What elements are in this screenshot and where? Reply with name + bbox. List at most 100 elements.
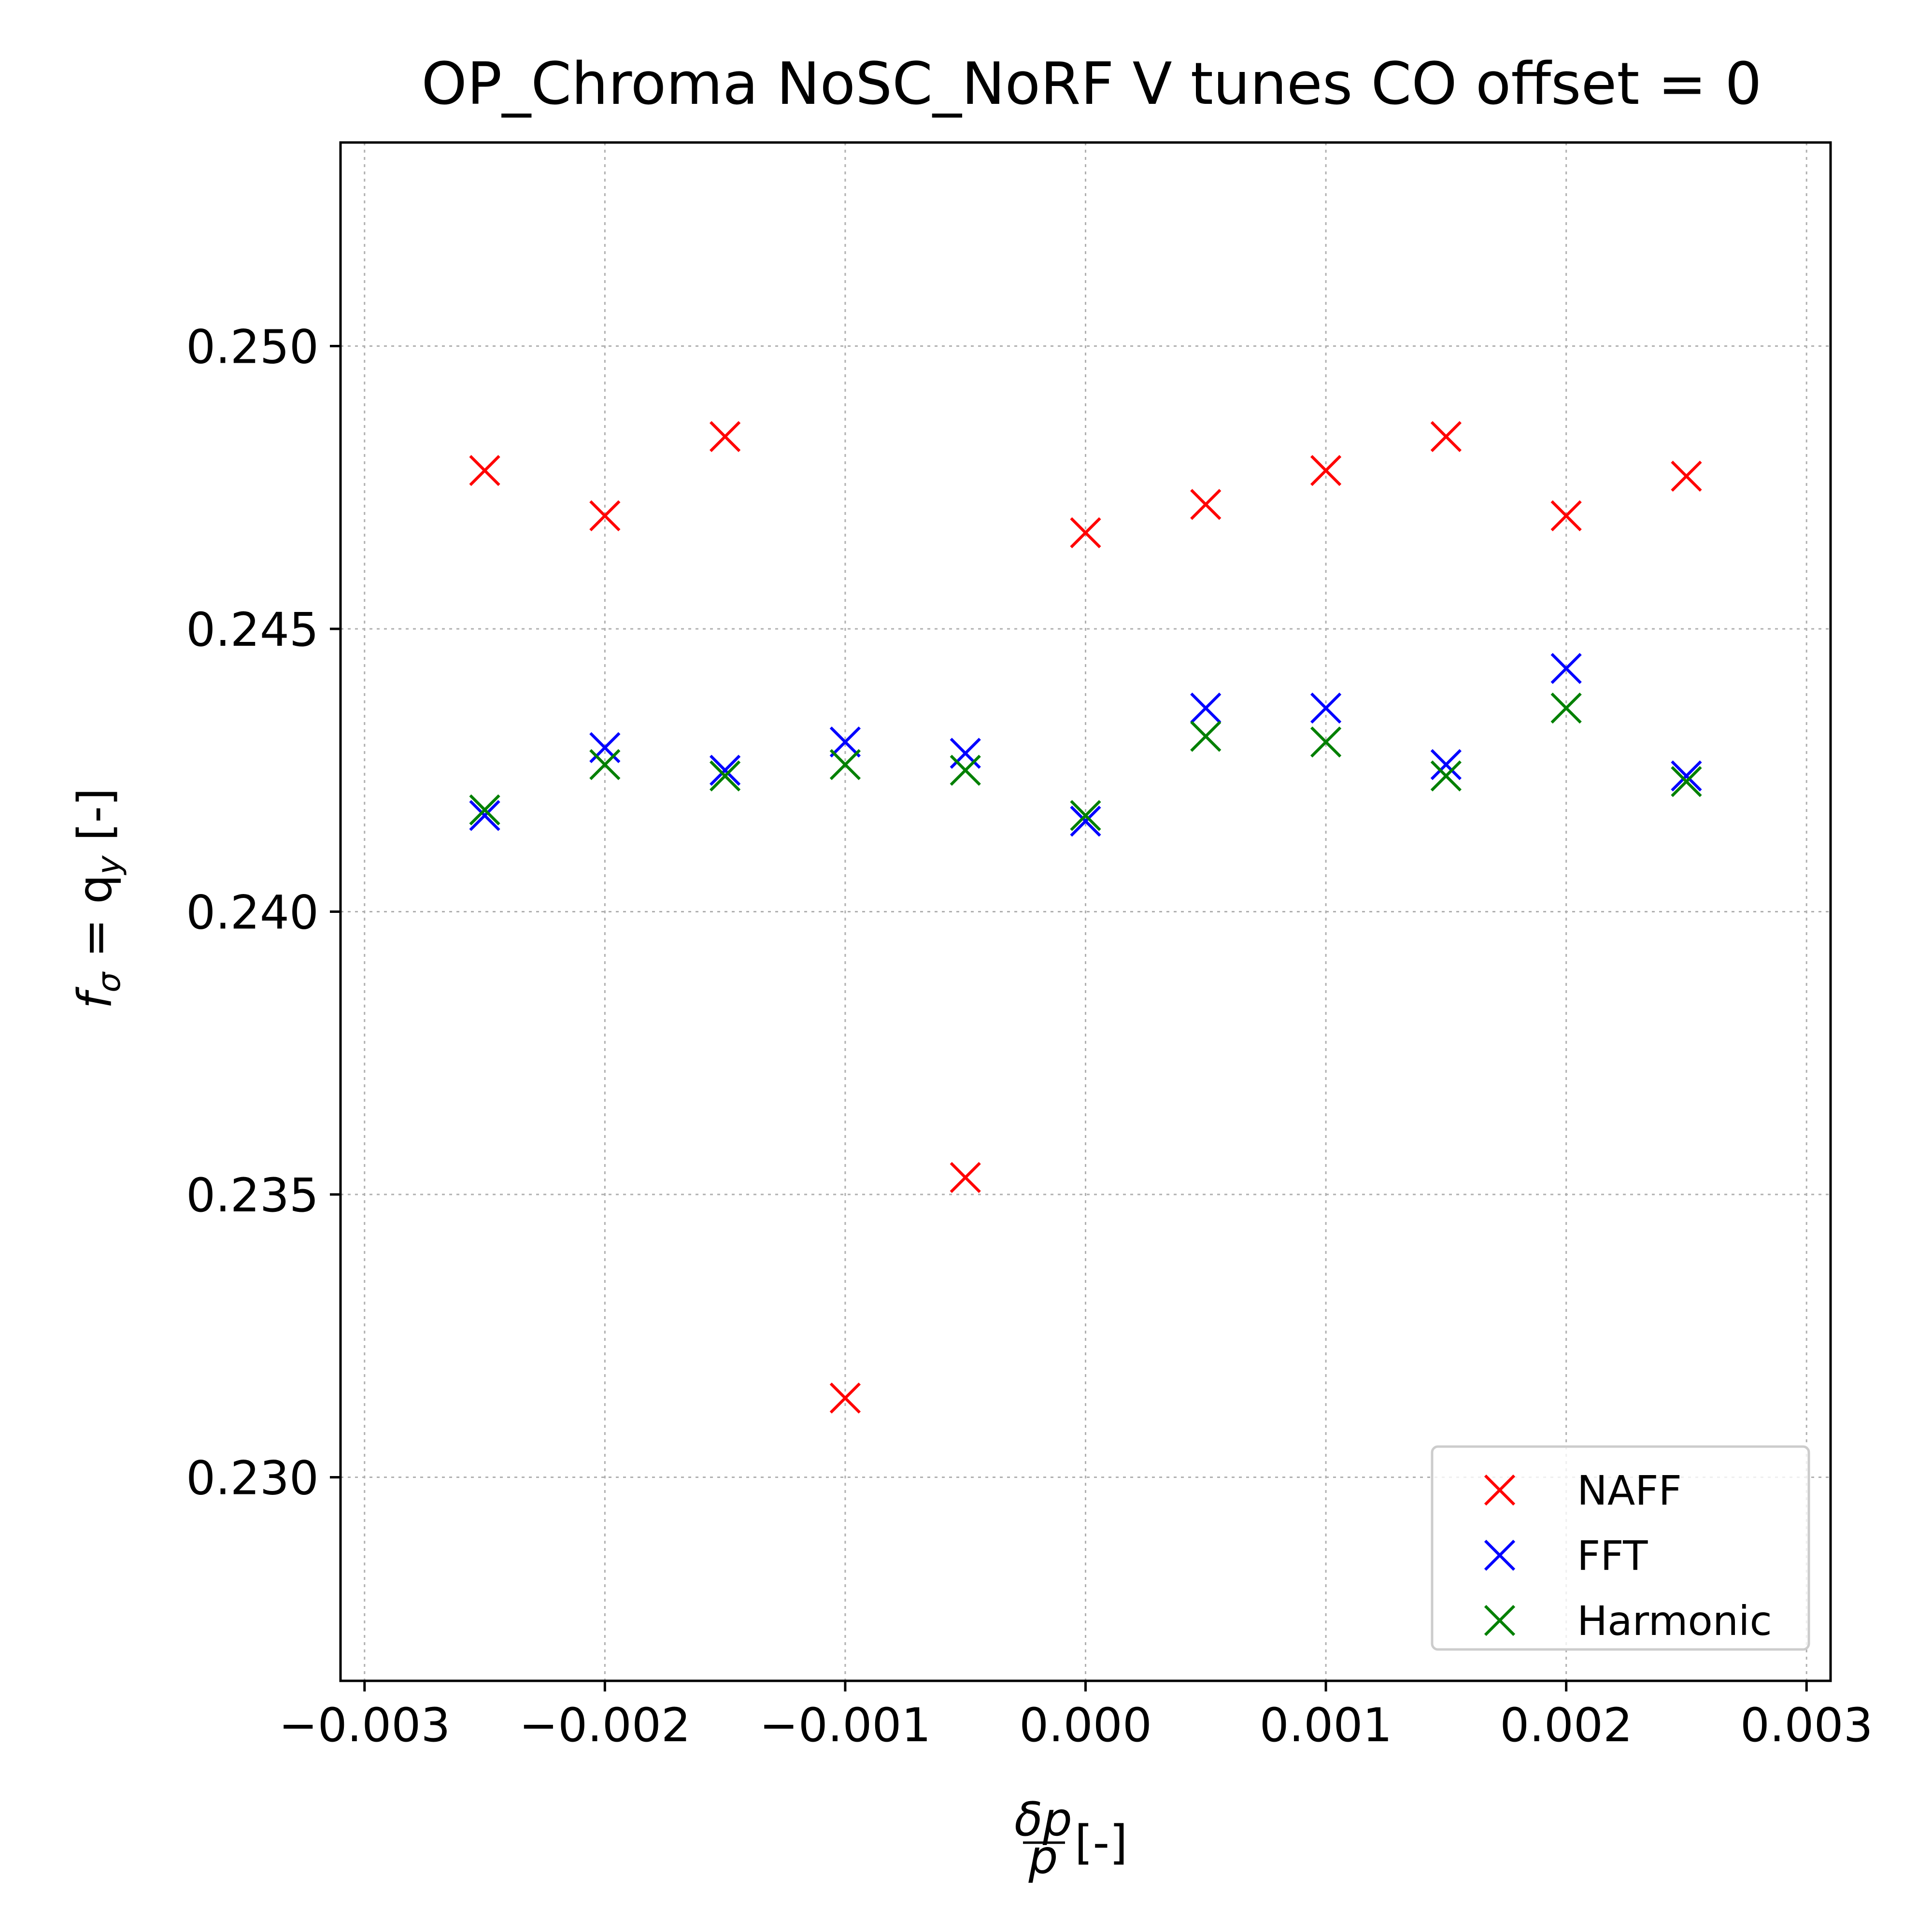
legend-box <box>1431 1445 1810 1651</box>
y-axis-label-eq-q: = q <box>68 875 122 972</box>
legend: NAFF FFT Harmonic <box>1431 1445 1810 1651</box>
x-axis-ticks: −0.003 −0.002 −0.001 0.000 0.001 0.002 0.003 <box>279 1681 1873 1752</box>
marker-stroke <box>950 754 981 786</box>
marker-stroke <box>1190 489 1222 520</box>
legend-label-fft: FFT <box>1577 1532 1648 1579</box>
marker-stroke <box>710 421 741 453</box>
marker-stroke <box>1070 806 1101 837</box>
marker-stroke <box>1310 455 1342 486</box>
marker-stroke <box>1070 517 1101 549</box>
data-point-naff <box>1550 500 1582 531</box>
data-point-fft <box>1070 806 1101 837</box>
marker-stroke <box>710 754 741 786</box>
y-axis-label: fσ = qy [-] <box>68 788 128 1009</box>
data-point-fft <box>469 800 500 831</box>
data-point-harmonic <box>589 749 621 781</box>
legend-label-naff: NAFF <box>1577 1467 1682 1514</box>
x-tick-label: 0.001 <box>1260 1698 1392 1752</box>
x-tick-label: −0.002 <box>519 1698 691 1752</box>
data-point-harmonic <box>469 794 500 825</box>
data-point-harmonic <box>1550 692 1582 724</box>
legend-item-naff: NAFF <box>1484 1467 1682 1514</box>
data-point-harmonic <box>950 754 981 786</box>
marker-stroke <box>1430 760 1462 792</box>
y-axis-label-text: fσ = qy [-] <box>68 788 128 1009</box>
grid <box>341 142 1831 1681</box>
data-point-naff <box>710 421 741 453</box>
data-point-harmonic <box>1070 800 1101 831</box>
data-point-fft <box>1310 692 1342 724</box>
legend-item-harmonic: Harmonic <box>1484 1597 1772 1645</box>
x-axis-label-numerator: δp <box>1014 1792 1072 1847</box>
marker-stroke <box>469 794 500 825</box>
data-point-harmonic <box>1430 760 1462 792</box>
data-point-fft <box>950 738 981 769</box>
marker-stroke <box>589 500 621 531</box>
series-naff <box>469 421 1702 1414</box>
marker-stroke <box>1484 1539 1516 1571</box>
data-point-harmonic <box>1671 766 1702 797</box>
x-axis-label-denominator: p <box>1028 1830 1058 1884</box>
data-point-naff <box>469 455 500 486</box>
y-axis-label-sub-y: y <box>90 855 128 876</box>
x-tick-label: −0.001 <box>759 1698 931 1752</box>
data-point-naff <box>829 1382 861 1414</box>
marker-stroke <box>1550 653 1582 684</box>
data-point-harmonic <box>829 749 861 781</box>
y-axis-label-sub-sigma: σ <box>90 971 128 993</box>
legend-item-fft: FFT <box>1484 1532 1648 1579</box>
marker-stroke <box>1310 726 1342 758</box>
data-point-fft <box>1190 692 1222 724</box>
x-tick-label: 0.003 <box>1740 1698 1873 1752</box>
y-axis-label-unit: [-] <box>68 788 122 855</box>
y-axis-ticks: 0.230 0.235 0.240 0.245 0.250 <box>186 320 341 1505</box>
marker-stroke <box>1430 749 1462 781</box>
data-point-fft <box>710 754 741 786</box>
y-tick-label: 0.250 <box>186 320 319 374</box>
data-point-fft <box>829 726 861 758</box>
x-tick-label: −0.003 <box>279 1698 450 1752</box>
data-point-fft <box>589 732 621 764</box>
marker-stroke <box>589 749 621 781</box>
data-point-naff <box>1671 460 1702 492</box>
data-point-naff <box>1430 421 1462 453</box>
x-tick-label: 0.000 <box>1019 1698 1152 1752</box>
marker-stroke <box>589 732 621 764</box>
data-point-naff <box>1190 489 1222 520</box>
legend-marker-fft <box>1484 1539 1516 1571</box>
marker-stroke <box>710 760 741 792</box>
data-point-harmonic <box>710 760 741 792</box>
series-fft <box>469 653 1702 837</box>
legend-label-harmonic: Harmonic <box>1577 1597 1772 1645</box>
marker-stroke <box>950 738 981 769</box>
data-point-fft <box>1430 749 1462 781</box>
marker-stroke <box>1070 800 1101 831</box>
data-point-fft <box>1671 760 1702 792</box>
data-series <box>469 421 1702 1414</box>
legend-marker-harmonic <box>1484 1605 1516 1636</box>
marker-stroke <box>1550 500 1582 531</box>
marker-stroke <box>950 1162 981 1193</box>
marker-stroke <box>1484 1474 1516 1506</box>
marker-stroke <box>1484 1605 1516 1636</box>
marker-stroke <box>1310 692 1342 724</box>
y-tick-label: 0.235 <box>186 1168 319 1222</box>
marker-stroke <box>469 800 500 831</box>
x-axis-label-unit: [-] <box>1075 1816 1128 1870</box>
y-tick-label: 0.230 <box>186 1451 319 1505</box>
legend-marker-naff <box>1484 1474 1516 1506</box>
data-point-harmonic <box>1190 721 1222 752</box>
data-point-naff <box>1310 455 1342 486</box>
data-point-naff <box>950 1162 981 1193</box>
marker-stroke <box>469 455 500 486</box>
marker-stroke <box>829 749 861 781</box>
series-harmonic <box>469 692 1702 831</box>
marker-stroke <box>1190 692 1222 724</box>
marker-stroke <box>829 726 861 758</box>
marker-stroke <box>1671 760 1702 792</box>
marker-stroke <box>1550 692 1582 724</box>
data-point-fft <box>1550 653 1582 684</box>
marker-stroke <box>829 1382 861 1414</box>
marker-stroke <box>1671 460 1702 492</box>
